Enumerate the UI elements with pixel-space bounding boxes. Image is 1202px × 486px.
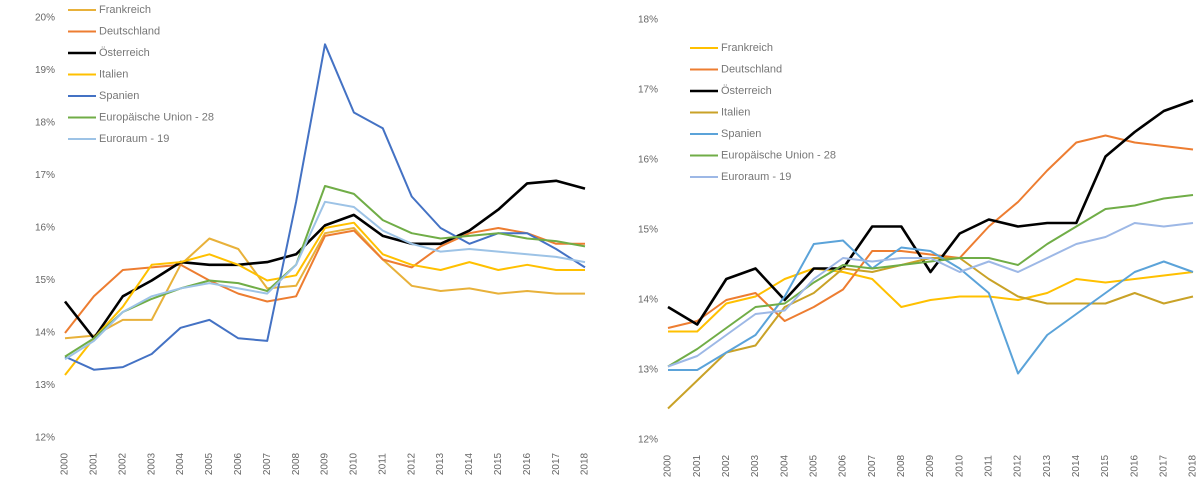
x-tick-label: 2017 [551, 452, 562, 475]
x-tick-label: 2017 [1158, 454, 1169, 477]
x-tick-label: 2009 [320, 452, 331, 475]
legend-label: Österreich [99, 47, 150, 59]
series-line [667, 99, 1194, 326]
legend-label: Frankreich [99, 4, 151, 16]
x-tick-label: 2011 [983, 455, 994, 477]
x-tick-label: 2003 [750, 454, 761, 477]
x-tick-label: 2008 [896, 454, 907, 477]
x-tick-label: 2006 [838, 454, 849, 477]
x-tick-label: 2005 [204, 452, 215, 475]
y-tick-label: 15% [35, 275, 55, 286]
x-tick-label: 2013 [1042, 454, 1053, 477]
x-tick-label: 2011 [377, 453, 388, 475]
y-tick-label: 14% [35, 328, 55, 339]
y-tick-label: 17% [35, 170, 55, 181]
x-tick-label: 2007 [867, 454, 878, 477]
x-tick-label: 2013 [435, 452, 446, 475]
series-line [668, 267, 1194, 333]
legend-label: Italien [99, 68, 128, 80]
legend-label: Deutschland [99, 25, 160, 37]
x-tick-label: 2014 [1071, 454, 1082, 477]
legend-label: Euroraum - 19 [721, 171, 791, 183]
series-line [64, 227, 585, 334]
y-tick-label: 15% [638, 225, 658, 236]
x-tick-label: 2002 [117, 452, 128, 475]
x-tick-label: 2009 [925, 454, 936, 477]
x-tick-label: 2010 [954, 454, 965, 477]
legend-label: Italien [721, 106, 750, 118]
x-tick-label: 2000 [60, 452, 71, 475]
x-tick-label: 2018 [1188, 454, 1199, 477]
x-tick-label: 2007 [262, 452, 273, 475]
y-tick-label: 20% [35, 13, 55, 24]
legend-label: Frankreich [721, 42, 773, 54]
x-tick-label: 2006 [233, 452, 244, 475]
x-tick-label: 2010 [349, 452, 360, 475]
x-tick-label: 2001 [89, 452, 100, 475]
x-tick-label: 2002 [721, 454, 732, 477]
x-tick-label: 2015 [493, 452, 504, 475]
legend-label: Europäische Union - 28 [721, 149, 836, 161]
x-tick-label: 2016 [522, 452, 533, 475]
legend-label: Österreich [721, 85, 772, 97]
x-tick-label: 2000 [663, 454, 674, 477]
y-tick-label: 18% [35, 118, 55, 129]
y-tick-label: 19% [35, 65, 55, 76]
y-tick-label: 12% [638, 435, 658, 446]
legend-label: Spanien [99, 90, 139, 102]
legend-label: Europäische Union - 28 [99, 111, 214, 123]
x-tick-label: 2018 [580, 452, 591, 475]
x-tick-label: 2004 [779, 454, 790, 477]
series-line [668, 239, 1194, 375]
x-tick-label: 2012 [406, 452, 417, 475]
series-line [667, 194, 1194, 368]
series-line [64, 221, 585, 376]
y-tick-label: 18% [638, 15, 658, 26]
x-tick-label: 2016 [1129, 454, 1140, 477]
legend-label: Spanien [721, 128, 761, 140]
y-tick-label: 16% [35, 223, 55, 234]
series-line [64, 227, 585, 340]
x-tick-label: 2012 [1013, 454, 1024, 477]
x-tick-label: 2001 [692, 454, 703, 477]
series-line [64, 200, 586, 361]
x-tick-label: 2015 [1100, 454, 1111, 477]
series-line [667, 134, 1194, 329]
x-tick-label: 2014 [464, 452, 475, 475]
y-tick-label: 12% [35, 433, 55, 444]
legend-label: Euroraum - 19 [99, 133, 169, 145]
series-line [63, 179, 586, 340]
series-line [667, 222, 1194, 368]
x-tick-label: 2008 [291, 452, 302, 475]
y-tick-label: 17% [638, 85, 658, 96]
y-tick-label: 13% [35, 380, 55, 391]
x-tick-label: 2003 [146, 452, 157, 475]
y-tick-label: 13% [638, 365, 658, 376]
y-tick-label: 16% [638, 155, 658, 166]
x-tick-label: 2005 [808, 454, 819, 477]
series-line [64, 185, 586, 358]
x-tick-label: 2004 [175, 452, 186, 475]
legend-label: Deutschland [721, 63, 782, 75]
y-tick-label: 14% [638, 295, 658, 306]
